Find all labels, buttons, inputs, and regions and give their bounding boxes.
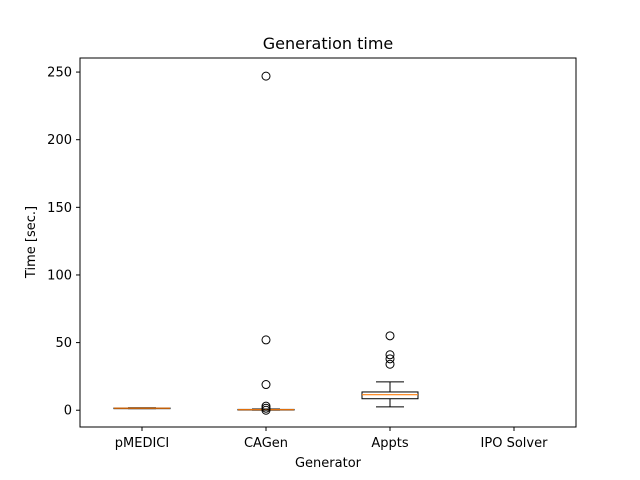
box-iqr (361, 391, 419, 400)
outlier-point (385, 359, 395, 369)
outlier-point (261, 335, 271, 345)
x-tick-label: pMEDICI (115, 436, 169, 451)
outlier-point (385, 331, 395, 341)
box-group-appts (361, 331, 419, 408)
outlier-point (261, 71, 271, 81)
outlier-point (385, 350, 395, 360)
y-tick-label: 250 (47, 66, 72, 81)
outlier-point (385, 354, 395, 364)
outlier-point (261, 405, 271, 415)
x-tick-label: CAGen (244, 436, 288, 451)
outlier-point (261, 380, 271, 390)
x-tick-label: Appts (371, 436, 408, 451)
plot-area (113, 71, 419, 415)
y-axis-label: Time [sec.] (24, 206, 39, 279)
x-axis-label: Generator (295, 456, 362, 471)
axes-frame (79, 57, 577, 428)
box-group-cagen (237, 71, 295, 415)
x-tick-label: IPO Solver (481, 436, 549, 451)
y-tick-label: 100 (47, 268, 72, 283)
box-group-pmedici (113, 407, 171, 410)
y-tick-label: 150 (47, 201, 72, 216)
y-tick-label: 50 (55, 336, 72, 351)
y-tick-label: 0 (64, 404, 72, 419)
chart-title: Generation time (263, 34, 394, 53)
y-tick-label: 200 (47, 133, 72, 148)
